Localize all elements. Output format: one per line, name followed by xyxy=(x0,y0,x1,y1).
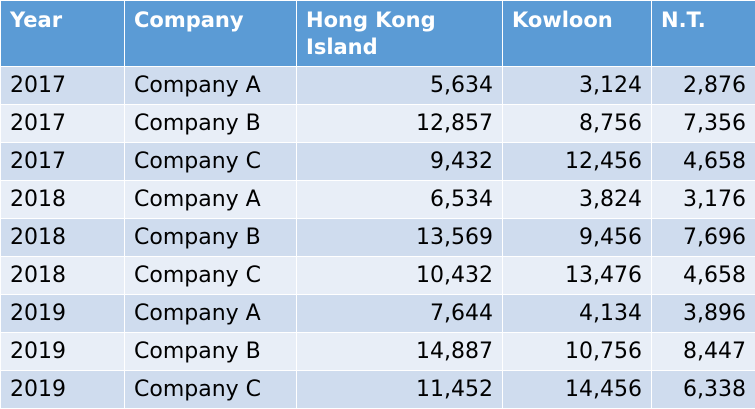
year-cell: 2018 xyxy=(1,219,125,257)
table-row: 2018 Company A 6,534 3,824 3,176 xyxy=(1,181,755,219)
company-cell: Company A xyxy=(125,295,297,333)
year-cell: 2018 xyxy=(1,257,125,295)
table-row: 2017 Company A 5,634 3,124 2,876 xyxy=(1,67,755,105)
nt-cell: 4,658 xyxy=(652,257,755,295)
hong-kong-island-cell: 7,644 xyxy=(297,295,503,333)
company-cell: Company B xyxy=(125,219,297,257)
year-cell: 2019 xyxy=(1,295,125,333)
kowloon-cell: 3,824 xyxy=(503,181,652,219)
company-cell: Company A xyxy=(125,67,297,105)
kowloon-cell: 12,456 xyxy=(503,143,652,181)
table-row: 2018 Company B 13,569 9,456 7,696 xyxy=(1,219,755,257)
nt-cell: 4,658 xyxy=(652,143,755,181)
table-row: 2017 Company B 12,857 8,756 7,356 xyxy=(1,105,755,143)
kowloon-cell: 13,476 xyxy=(503,257,652,295)
column-header-year: Year xyxy=(1,1,125,67)
nt-cell: 3,176 xyxy=(652,181,755,219)
hong-kong-island-cell: 10,432 xyxy=(297,257,503,295)
hong-kong-island-cell: 5,634 xyxy=(297,67,503,105)
hong-kong-island-cell: 12,857 xyxy=(297,105,503,143)
kowloon-cell: 3,124 xyxy=(503,67,652,105)
header-row: Year Company Hong Kong Island Kowloon N.… xyxy=(1,1,755,67)
kowloon-cell: 8,756 xyxy=(503,105,652,143)
year-cell: 2017 xyxy=(1,105,125,143)
hong-kong-island-cell: 6,534 xyxy=(297,181,503,219)
nt-cell: 2,876 xyxy=(652,67,755,105)
table-header: Year Company Hong Kong Island Kowloon N.… xyxy=(1,1,755,67)
company-cell: Company A xyxy=(125,181,297,219)
year-cell: 2017 xyxy=(1,143,125,181)
table-row: 2019 Company B 14,887 10,756 8,447 xyxy=(1,333,755,371)
column-header-nt: N.T. xyxy=(652,1,755,67)
company-cell: Company B xyxy=(125,333,297,371)
nt-cell: 8,447 xyxy=(652,333,755,371)
table-row: 2018 Company C 10,432 13,476 4,658 xyxy=(1,257,755,295)
kowloon-cell: 4,134 xyxy=(503,295,652,333)
table-row: 2019 Company A 7,644 4,134 3,896 xyxy=(1,295,755,333)
nt-cell: 3,896 xyxy=(652,295,755,333)
hong-kong-island-cell: 9,432 xyxy=(297,143,503,181)
column-header-kowloon: Kowloon xyxy=(503,1,652,67)
column-header-company: Company xyxy=(125,1,297,67)
table-row: 2017 Company C 9,432 12,456 4,658 xyxy=(1,143,755,181)
nt-cell: 7,356 xyxy=(652,105,755,143)
nt-cell: 7,696 xyxy=(652,219,755,257)
hong-kong-island-cell: 14,887 xyxy=(297,333,503,371)
year-cell: 2019 xyxy=(1,333,125,371)
kowloon-cell: 9,456 xyxy=(503,219,652,257)
hong-kong-island-cell: 13,569 xyxy=(297,219,503,257)
column-header-hong-kong-island: Hong Kong Island xyxy=(297,1,503,67)
kowloon-cell: 10,756 xyxy=(503,333,652,371)
table-body: 2017 Company A 5,634 3,124 2,876 2017 Co… xyxy=(1,67,755,409)
year-cell: 2018 xyxy=(1,181,125,219)
company-cell: Company C xyxy=(125,257,297,295)
year-cell: 2017 xyxy=(1,67,125,105)
company-cell: Company C xyxy=(125,143,297,181)
company-cell: Company B xyxy=(125,105,297,143)
